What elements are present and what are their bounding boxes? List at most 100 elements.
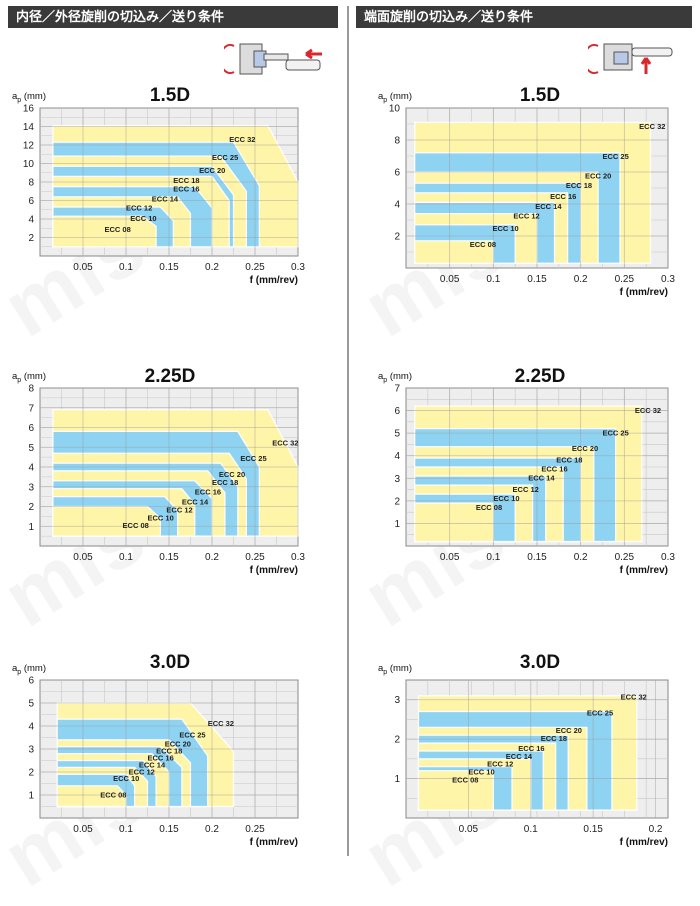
series-label: ECC 10 xyxy=(492,224,518,233)
x-tick-label: 0.2 xyxy=(574,274,588,285)
x-tick-label: 0.1 xyxy=(119,824,133,835)
series-label: ECC 25 xyxy=(587,708,613,717)
series-label: ECC 20 xyxy=(165,740,191,749)
series-area-ecc-08 xyxy=(52,215,157,248)
series-label: ECC 25 xyxy=(240,454,266,463)
y-tick-label: 4 xyxy=(28,722,34,733)
series-label: ECC 16 xyxy=(173,184,199,193)
series-label: ECC 32 xyxy=(272,438,298,447)
x-tick-label: 0.1 xyxy=(119,552,133,563)
x-tick-label: 0.25 xyxy=(245,552,265,563)
series-label: ECC 08 xyxy=(476,503,502,512)
y-axis-label: ap (mm) xyxy=(378,91,412,104)
y-tick-label: 16 xyxy=(23,104,35,115)
x-axis-label: f (mm/rev) xyxy=(620,287,668,298)
y-tick-label: 2 xyxy=(394,232,400,243)
series-label: ECC 16 xyxy=(550,192,576,201)
x-tick-label: 0.2 xyxy=(205,262,219,273)
x-tick-label: 0.1 xyxy=(486,274,500,285)
y-tick-label: 2 xyxy=(394,735,400,746)
x-tick-label: 0.15 xyxy=(527,552,547,563)
series-label: ECC 18 xyxy=(541,734,567,743)
x-tick-label: 0.05 xyxy=(440,274,460,285)
series-label: ECC 12 xyxy=(126,204,152,213)
x-tick-label: 0.05 xyxy=(73,262,93,273)
x-tick-label: 0.15 xyxy=(527,274,547,285)
y-tick-label: 2 xyxy=(28,502,34,513)
y-tick-label: 1 xyxy=(394,774,400,785)
y-axis-label: ap (mm) xyxy=(378,663,412,676)
series-label: ECC 14 xyxy=(139,760,166,769)
y-tick-label: 4 xyxy=(394,200,400,211)
series-label: ECC 32 xyxy=(208,719,234,728)
series-label: ECC 08 xyxy=(470,240,496,249)
y-tick-label: 14 xyxy=(23,122,35,133)
x-tick-label: 0.1 xyxy=(119,262,133,273)
series-label: ECC 25 xyxy=(603,428,629,437)
y-axis-label: ap (mm) xyxy=(12,91,46,104)
series-label: ECC 10 xyxy=(493,494,519,503)
y-tick-label: 6 xyxy=(28,196,34,207)
series-label: ECC 32 xyxy=(639,122,665,131)
series-label: ECC 12 xyxy=(487,760,513,769)
x-tick-label: 0.05 xyxy=(73,824,93,835)
series-label: ECC 12 xyxy=(513,485,539,494)
chart-title: 2.25D xyxy=(145,366,196,387)
x-tick-label: 0.2 xyxy=(205,552,219,563)
x-tick-label: 0.15 xyxy=(159,262,179,273)
y-tick-label: 6 xyxy=(28,423,34,434)
series-label: ECC 14 xyxy=(528,474,555,483)
series-label: ECC 10 xyxy=(148,513,174,522)
series-label: ECC 14 xyxy=(535,202,562,211)
series-label: ECC 12 xyxy=(129,767,155,776)
y-tick-label: 7 xyxy=(28,403,34,414)
y-tick-label: 1 xyxy=(28,791,34,802)
series-label: ECC 10 xyxy=(113,774,139,783)
y-tick-label: 2 xyxy=(394,496,400,507)
chart-title: 2.25D xyxy=(515,366,566,387)
y-tick-label: 5 xyxy=(394,429,400,440)
x-tick-label: 0.1 xyxy=(524,824,538,835)
series-label: ECC 32 xyxy=(621,693,647,702)
series-label: ECC 18 xyxy=(556,455,582,464)
section-header-od-id-turning: 内径／外径旋削の切込み／送り条件 xyxy=(8,6,338,28)
x-tick-label: 0.25 xyxy=(245,824,265,835)
x-tick-label: 0.3 xyxy=(291,552,305,563)
y-tick-label: 5 xyxy=(28,699,34,710)
series-label: ECC 20 xyxy=(572,444,598,453)
chart-title: 1.5D xyxy=(520,85,560,106)
chart-title: 3.0D xyxy=(520,652,560,673)
y-tick-label: 6 xyxy=(394,406,400,417)
series-area-ecc-08 xyxy=(52,505,161,537)
series-label: ECC 14 xyxy=(506,752,533,761)
y-tick-label: 1 xyxy=(28,522,34,533)
series-label: ECC 25 xyxy=(603,152,629,161)
x-axis-label: f (mm/rev) xyxy=(250,275,298,286)
series-area-ecc-08 xyxy=(56,785,127,808)
od-id-turning-diagram-icon xyxy=(224,43,322,75)
series-label: ECC 12 xyxy=(166,505,192,514)
section-header-face-turning: 端面旋削の切込み／送り条件 xyxy=(356,6,692,28)
x-axis-label: f (mm/rev) xyxy=(620,837,668,848)
y-axis-label: ap (mm) xyxy=(378,371,412,384)
x-tick-label: 0.2 xyxy=(574,552,588,563)
x-tick-label: 0.2 xyxy=(649,824,663,835)
y-tick-label: 2 xyxy=(28,768,34,779)
y-tick-label: 1 xyxy=(394,519,400,530)
x-tick-label: 0.3 xyxy=(661,552,675,563)
y-tick-label: 10 xyxy=(23,159,35,170)
x-tick-label: 0.3 xyxy=(291,262,305,273)
series-label: ECC 20 xyxy=(556,726,582,735)
x-tick-label: 0.3 xyxy=(661,274,675,285)
x-axis-label: f (mm/rev) xyxy=(620,565,668,576)
series-label: ECC 20 xyxy=(585,171,611,180)
chart-title: 3.0D xyxy=(150,652,190,673)
series-label: ECC 12 xyxy=(513,211,539,220)
y-tick-label: 3 xyxy=(394,695,400,706)
x-tick-label: 0.25 xyxy=(615,274,635,285)
y-tick-label: 12 xyxy=(23,141,35,152)
